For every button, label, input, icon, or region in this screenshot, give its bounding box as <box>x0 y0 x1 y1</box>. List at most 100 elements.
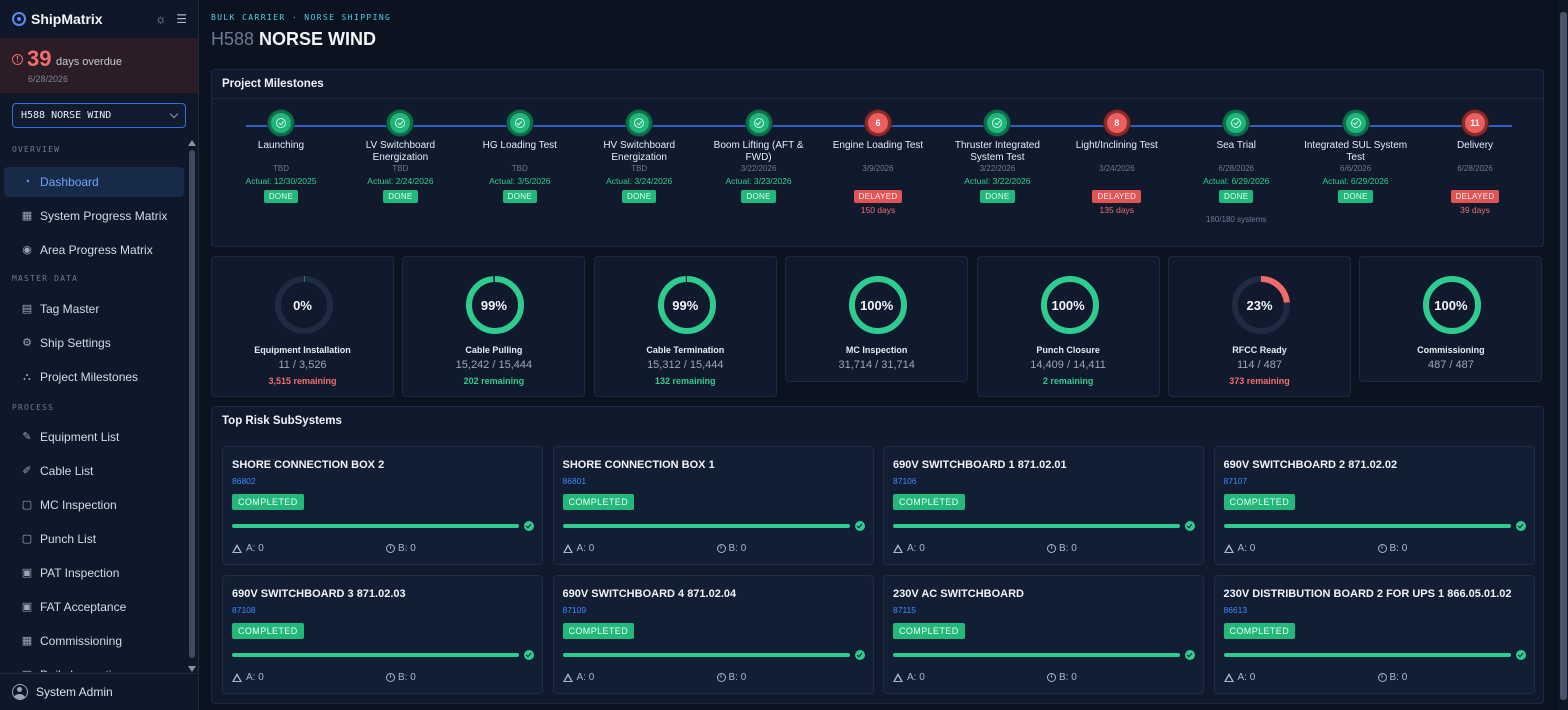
subsystem-progress-bar <box>562 524 850 528</box>
milestone-item[interactable]: Integrated SUL System Test 6/6/2026 Actual… <box>1297 110 1415 203</box>
subsystem-progress-bar <box>232 524 519 528</box>
sidebar-item-area-progress-matrix[interactable]: ◉ Area Progress Matrix <box>4 235 184 265</box>
milestone-status-badge: DONE <box>1219 190 1254 203</box>
punch-a-label: A: 0 <box>576 543 595 554</box>
milestone-plan-date: TBD <box>631 164 648 173</box>
punch-b-label: B: 0 <box>1389 543 1408 554</box>
sidebar-scrollbar[interactable] <box>188 140 196 672</box>
sidebar-item-label: Project Milestones <box>40 370 139 384</box>
milestone-done-marker <box>745 110 772 136</box>
milestone-status-badge: DELAYED <box>1092 190 1142 203</box>
warning-triangle-icon <box>232 673 242 682</box>
risk-subsystem-card[interactable]: SHORE CONNECTION BOX 2 86802 COMPLETED A: 0… <box>222 446 543 565</box>
milestone-item[interactable]: HG Loading Test TBD Actual: 3/5/2026 DONE <box>461 110 579 203</box>
subsystem-name: 230V DISTRIBUTION BOARD 2 FOR UPS 1 866.… <box>1223 588 1512 600</box>
sidebar-item-cable-list[interactable]: ✐ Cable List <box>4 456 184 486</box>
sidebar-scroll-thumb[interactable] <box>189 150 195 658</box>
check-circle-icon <box>1231 118 1242 128</box>
check-circle-icon <box>992 118 1003 128</box>
risk-subsystem-card[interactable]: 690V SWITCHBOARD 1 871.02.01 87106 COMPLET… <box>883 446 1204 565</box>
milestone-item[interactable]: Sea Trial 6/28/2026 Actual: 6/29/2026 DONE 1… <box>1177 110 1295 224</box>
sidebar-item-project-milestones[interactable]: ⛬ Project Milestones <box>4 362 184 392</box>
punch-b-count: i B: 0 <box>1377 543 1408 554</box>
subsystem-code-link[interactable]: 87107 <box>1223 476 1248 486</box>
info-circle-icon: i <box>716 544 726 553</box>
milestone-delay-badge: 6 <box>865 110 891 136</box>
punch-a-count: A: 0 <box>1223 672 1255 683</box>
subsystem-code-link[interactable]: 87106 <box>893 476 917 486</box>
progress-ring-fill <box>657 276 716 334</box>
scroll-down-icon[interactable] <box>188 666 196 672</box>
sidebar-item-equipment-list[interactable]: ✎ Equipment List <box>4 422 184 452</box>
sitemap-icon: ⛬ <box>23 371 31 383</box>
risk-subsystem-card[interactable]: 690V SWITCHBOARD 3 871.02.03 87108 COMPLET… <box>222 575 543 694</box>
sidebar-item-system-progress-matrix[interactable]: ▦ System Progress Matrix <box>4 201 184 231</box>
milestone-late-days: 135 days <box>1099 205 1135 215</box>
info-circle-icon: i <box>386 544 395 553</box>
milestone-plan-date: TBD <box>273 164 289 173</box>
overdue-count: 39 <box>27 46 52 71</box>
theme-toggle-icon[interactable]: ☼ <box>155 12 167 26</box>
milestone-name: Delivery <box>1456 140 1494 151</box>
status-badge: COMPLETED <box>232 623 304 639</box>
risk-subsystem-card[interactable]: SHORE CONNECTION BOX 1 86801 COMPLETED A: 0… <box>552 446 874 565</box>
kpi-percent: 100% <box>860 298 894 313</box>
milestone-status-badge: DONE <box>263 190 299 203</box>
subsystem-code-link[interactable]: 86613 <box>1223 605 1248 615</box>
scroll-up-icon[interactable] <box>188 140 196 146</box>
sidebar-item-commissioning[interactable]: ▦ Commissioning <box>4 626 184 656</box>
subsystem-code-link[interactable]: 87115 <box>893 605 917 615</box>
sidebar-item-tag-master[interactable]: ▤ Tag Master <box>4 294 184 324</box>
user-avatar-icon <box>12 684 28 700</box>
sidebar-item-mc-inspection[interactable]: ▢ MC Inspection <box>4 490 184 520</box>
milestone-item[interactable]: 8 Light/Inclining Test 3/24/2026 DELAYED 135… <box>1058 110 1176 215</box>
risk-subsystem-card[interactable]: 690V SWITCHBOARD 2 871.02.02 87107 COMPLET… <box>1213 446 1535 565</box>
punch-b-count: i B: 0 <box>716 672 746 683</box>
kpi-label: Commissioning <box>1417 345 1485 355</box>
kpi-card-commissioning: 100% Commissioning 487 / 487 <box>1359 256 1543 382</box>
sidebar-item-daily-inspections[interactable]: ▥ Daily Inspections <box>4 660 184 672</box>
milestone-item[interactable]: LV Switchboard Energization TBD Actual: 2/… <box>341 110 459 203</box>
user-menu[interactable]: System Admin <box>0 673 198 710</box>
nav-section-master-data: MASTER DATA <box>12 274 79 283</box>
milestone-status-badge: DELAYED <box>853 190 903 203</box>
sidebar-item-label: System Progress Matrix <box>40 209 168 223</box>
page-scrollbar[interactable] <box>1559 0 1568 710</box>
punch-b-label: B: 0 <box>398 672 416 683</box>
risk-subsystem-card[interactable]: 690V SWITCHBOARD 4 871.02.04 87109 COMPLET… <box>552 575 874 694</box>
ship-selector[interactable]: H588 NORSE WIND <box>12 103 186 128</box>
kpi-percent: 100% <box>1434 298 1468 313</box>
milestone-name: Sea Trial <box>1216 140 1256 151</box>
milestone-item[interactable]: 6 Engine Loading Test 3/9/2026 DELAYED 150 d… <box>819 110 937 215</box>
subsystem-code-link[interactable]: 87109 <box>562 605 587 615</box>
risk-subsystem-card[interactable]: 230V DISTRIBUTION BOARD 2 FOR UPS 1 866.… <box>1213 575 1535 694</box>
milestone-item[interactable]: Boom Lifting (AFT & FWD) 3/22/2026 Actual:… <box>700 110 818 203</box>
punch-b-count: i B: 0 <box>1047 672 1077 683</box>
check-circle-icon <box>1185 521 1195 531</box>
sidebar-item-pat-inspection[interactable]: ▣ PAT Inspection <box>4 558 184 588</box>
sidebar-item-punch-list[interactable]: ▢ Punch List <box>4 524 184 554</box>
sidebar-item-dashboard[interactable]: ◔ Dashboard <box>4 167 184 197</box>
milestone-item[interactable]: Launching TBD Actual: 12/30/2025 DONE <box>222 110 340 203</box>
kpi-count: 15,312 / 15,444 <box>647 359 724 371</box>
page-scroll-thumb[interactable] <box>1560 12 1567 700</box>
sidebar-item-label: MC Inspection <box>40 498 117 512</box>
collapse-sidebar-icon[interactable]: ☰ <box>176 12 187 26</box>
milestone-item[interactable]: Thruster Integrated System Test 3/22/2026… <box>938 110 1056 203</box>
sidebar-item-ship-settings[interactable]: ⚙ Ship Settings <box>4 328 184 358</box>
subsystem-code-link[interactable]: 86801 <box>562 476 587 486</box>
overdue-label: days overdue <box>56 56 123 68</box>
subsystem-code-link[interactable]: 86802 <box>232 476 256 486</box>
subsystem-name: 230V AC SWITCHBOARD <box>893 588 1024 600</box>
risk-subsystem-card[interactable]: 230V AC SWITCHBOARD 87115 COMPLETED A: 0 i B:… <box>883 575 1204 694</box>
kpi-label: Cable Pulling <box>465 345 523 355</box>
milestone-name: HG Loading Test <box>482 140 557 151</box>
milestone-item[interactable]: HV Switchboard Energization TBD Actual: 3/… <box>580 110 698 203</box>
subsystem-code-link[interactable]: 87108 <box>232 605 256 615</box>
milestone-done-marker <box>1342 110 1369 136</box>
milestone-plan-date: TBD <box>392 164 409 173</box>
sidebar-item-fat-acceptance[interactable]: ▣ FAT Acceptance <box>4 592 184 622</box>
milestone-item[interactable]: 11 Delivery 6/28/2026 DELAYED 39 days <box>1416 110 1534 215</box>
ship-selector-value: H588 NORSE WIND <box>21 110 112 121</box>
milestone-name: Thruster Integrated System Test <box>954 140 1040 163</box>
